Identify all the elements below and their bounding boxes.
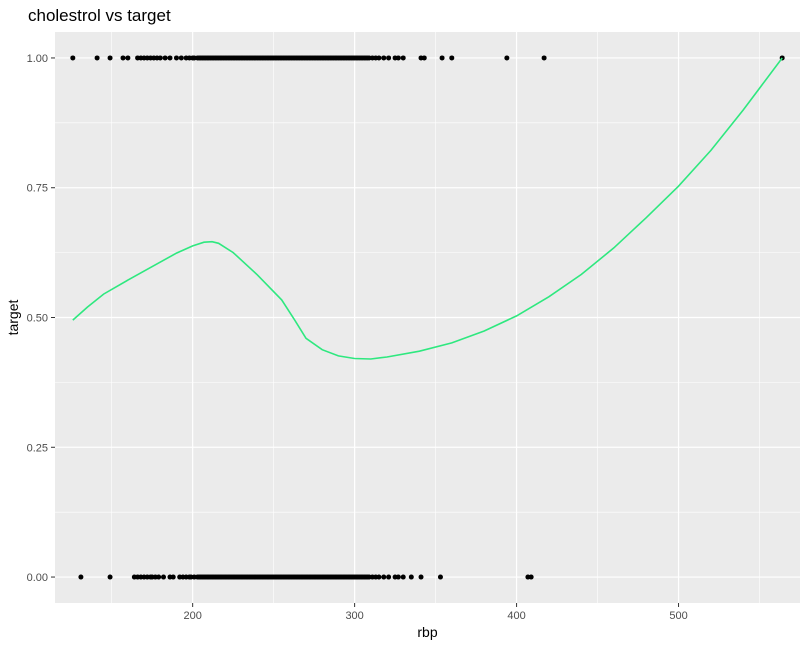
data-point [125,55,131,61]
data-point [541,55,547,61]
data-point [107,55,113,61]
y-tick-label: 0.50 [27,313,48,325]
data-point [70,55,76,61]
x-axis-title: rbp [417,624,437,640]
data-point [528,574,534,580]
x-tick-label: 400 [507,610,525,622]
data-point [157,55,163,61]
data-point [504,55,510,61]
y-tick-label: 0.25 [27,442,48,454]
data-point [400,55,406,61]
data-point [395,574,401,580]
data-point [408,574,414,580]
data-point [78,574,84,580]
data-point [421,55,427,61]
data-point [386,574,392,580]
y-tick-label: 0.75 [27,183,48,195]
smooth-line [72,57,783,360]
data-point [376,574,382,580]
data-point [94,55,100,61]
data-point [178,55,184,61]
chart-title: cholestrol vs target [28,6,171,25]
data-point [437,574,443,580]
y-axis: 0.00 0.25 0.50 0.75 1.00 [27,53,55,584]
data-point [170,574,176,580]
data-point [418,574,424,580]
data-point [381,574,387,580]
y-tick-label: 1.00 [27,53,48,65]
data-point [439,55,445,61]
data-point [162,55,168,61]
y-tick-label: 0.00 [27,572,48,584]
data-point [173,55,179,61]
data-point [120,55,126,61]
data-point [449,55,455,61]
data-point [107,574,113,580]
data-point [161,574,167,580]
data-points [70,55,785,580]
x-axis: 200 300 400 500 [183,603,688,622]
x-tick-label: 300 [345,610,363,622]
x-tick-label: 200 [183,610,201,622]
data-point [167,55,173,61]
data-point [386,55,392,61]
data-point [156,574,162,580]
data-point [400,574,406,580]
y-axis-title: target [5,299,21,335]
data-point [395,55,401,61]
data-point [376,55,382,61]
x-tick-label: 500 [669,610,687,622]
data-point [381,55,387,61]
